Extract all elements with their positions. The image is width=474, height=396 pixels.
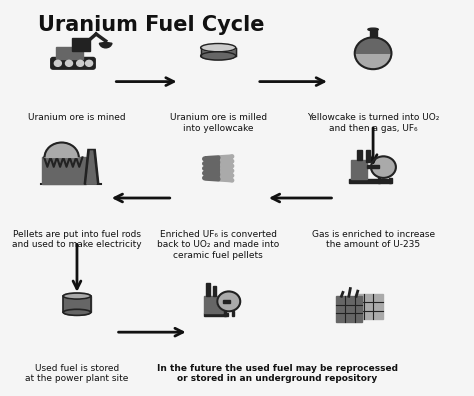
Ellipse shape: [201, 52, 236, 60]
Bar: [224, 311, 226, 316]
Wedge shape: [45, 143, 79, 157]
Circle shape: [217, 291, 240, 311]
Circle shape: [65, 60, 73, 67]
Polygon shape: [87, 151, 96, 184]
Circle shape: [55, 60, 61, 67]
Circle shape: [355, 37, 392, 69]
Ellipse shape: [201, 44, 236, 52]
Bar: [42, 157, 86, 184]
Bar: [223, 300, 229, 303]
Text: Yellowcake is turned into UO₂
and then a gas, UF₆: Yellowcake is turned into UO₂ and then a…: [307, 113, 439, 133]
Text: Uranium Fuel Cycle: Uranium Fuel Cycle: [38, 15, 265, 34]
Text: Used fuel is stored
at the power plant site: Used fuel is stored at the power plant s…: [25, 364, 128, 383]
Bar: [204, 313, 228, 316]
Bar: [72, 38, 90, 51]
Bar: [63, 296, 91, 312]
FancyBboxPatch shape: [13, 0, 474, 396]
Bar: [377, 178, 380, 183]
FancyBboxPatch shape: [51, 57, 95, 69]
Text: Gas is enriched to increase
the amount of U-235: Gas is enriched to increase the amount o…: [311, 230, 435, 249]
Bar: [201, 48, 236, 56]
Bar: [370, 30, 377, 37]
Bar: [355, 294, 383, 319]
Polygon shape: [84, 149, 99, 184]
Bar: [357, 150, 362, 160]
Bar: [336, 296, 362, 322]
Circle shape: [371, 156, 396, 178]
Ellipse shape: [63, 309, 91, 315]
Wedge shape: [100, 42, 112, 48]
Text: Uranium ore is milled
into yellowcake: Uranium ore is milled into yellowcake: [170, 113, 267, 133]
Bar: [232, 311, 234, 316]
Text: Uranium ore is mined: Uranium ore is mined: [28, 113, 126, 122]
Bar: [349, 179, 391, 183]
Bar: [213, 286, 217, 296]
Ellipse shape: [368, 28, 378, 31]
Bar: [206, 283, 210, 296]
Ellipse shape: [63, 293, 91, 299]
Bar: [351, 160, 367, 179]
Circle shape: [86, 60, 92, 67]
Bar: [389, 178, 392, 183]
Bar: [204, 296, 223, 313]
Circle shape: [77, 60, 84, 67]
Text: In the future the used fuel may be reprocessed
or stored in an underground repos: In the future the used fuel may be repro…: [157, 364, 398, 383]
Bar: [367, 165, 379, 168]
Text: Enriched UF₆ is converted
back to UO₂ and made into
ceramic fuel pellets: Enriched UF₆ is converted back to UO₂ an…: [157, 230, 279, 260]
Wedge shape: [356, 38, 390, 53]
Bar: [56, 47, 83, 59]
Text: Pellets are put into fuel rods
and used to make electricity: Pellets are put into fuel rods and used …: [12, 230, 142, 249]
Bar: [365, 150, 370, 162]
